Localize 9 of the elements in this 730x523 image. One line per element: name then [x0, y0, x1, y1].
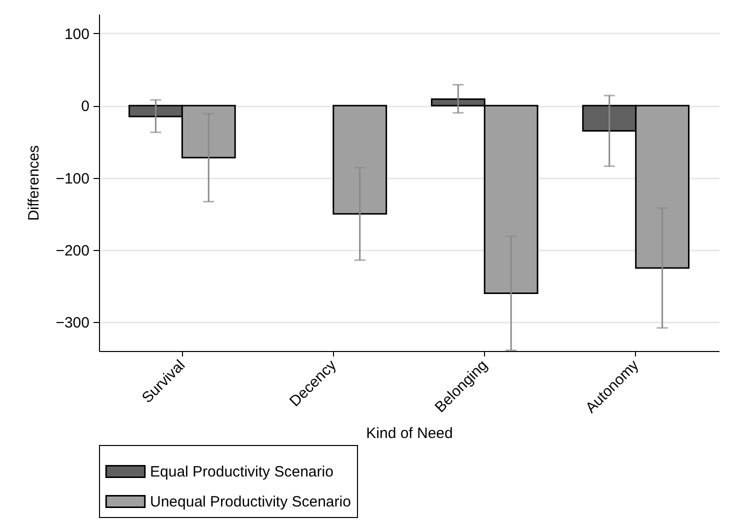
y-axis-title: Differences — [26, 145, 43, 221]
legend-label: Unequal Productivity Scenario — [150, 494, 351, 510]
legend-label: Equal Productivity Scenario — [150, 464, 334, 480]
y-tick-label: 0 — [81, 98, 90, 116]
y-tick-label: −100 — [56, 170, 90, 188]
y-tick-label: −300 — [56, 314, 90, 332]
x-axis-title: Kind of Need — [366, 424, 453, 442]
y-tick-label: −200 — [56, 242, 90, 260]
y-tick-label: 100 — [64, 26, 90, 43]
